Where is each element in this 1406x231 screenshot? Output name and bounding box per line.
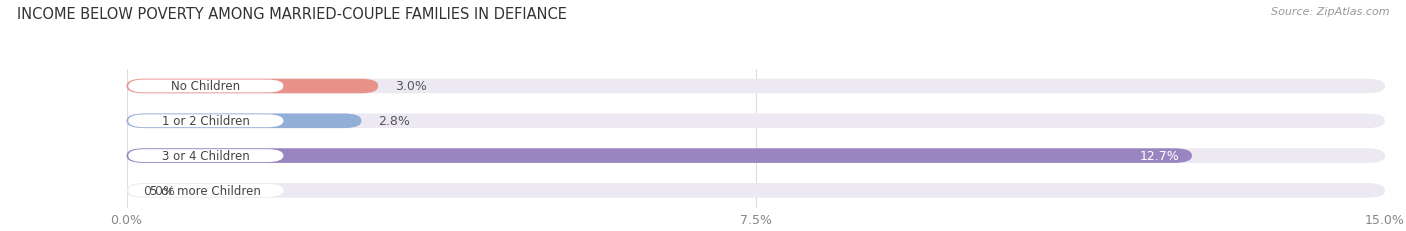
FancyBboxPatch shape (128, 149, 284, 162)
FancyBboxPatch shape (128, 80, 284, 93)
FancyBboxPatch shape (127, 79, 378, 94)
FancyBboxPatch shape (128, 115, 284, 128)
Text: 12.7%: 12.7% (1140, 149, 1180, 162)
FancyBboxPatch shape (127, 149, 1192, 163)
Text: 1 or 2 Children: 1 or 2 Children (162, 115, 250, 128)
FancyBboxPatch shape (127, 79, 1385, 94)
Text: 3.0%: 3.0% (395, 80, 427, 93)
Text: INCOME BELOW POVERTY AMONG MARRIED-COUPLE FAMILIES IN DEFIANCE: INCOME BELOW POVERTY AMONG MARRIED-COUPL… (17, 7, 567, 22)
Text: Source: ZipAtlas.com: Source: ZipAtlas.com (1271, 7, 1389, 17)
Text: 0.0%: 0.0% (143, 184, 176, 197)
FancyBboxPatch shape (127, 114, 1385, 128)
FancyBboxPatch shape (127, 149, 1385, 163)
Text: 3 or 4 Children: 3 or 4 Children (162, 149, 250, 162)
Text: 5 or more Children: 5 or more Children (150, 184, 262, 197)
Text: 2.8%: 2.8% (378, 115, 411, 128)
FancyBboxPatch shape (128, 184, 284, 197)
FancyBboxPatch shape (127, 183, 1385, 198)
FancyBboxPatch shape (127, 114, 361, 128)
Text: No Children: No Children (172, 80, 240, 93)
